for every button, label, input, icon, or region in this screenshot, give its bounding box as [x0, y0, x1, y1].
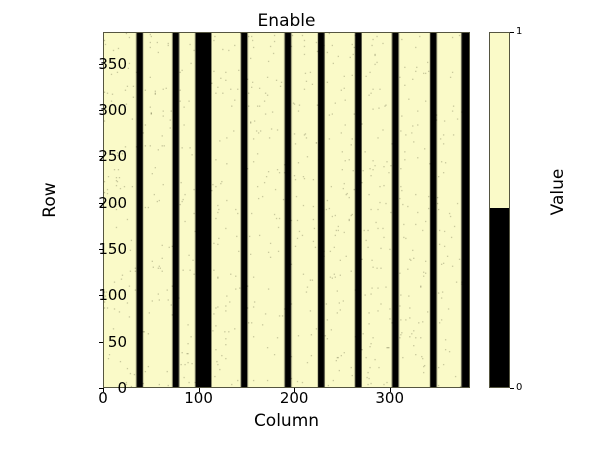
- colorbar-tick-label: 0: [516, 382, 523, 393]
- x-tick-mark: [294, 388, 296, 392]
- y-tick-label: 150: [98, 239, 127, 258]
- y-tick-mark: [99, 202, 103, 204]
- x-tick-label: 300: [375, 389, 405, 407]
- y-tick-label: 250: [98, 147, 127, 166]
- x-axis-label: Column: [253, 411, 320, 431]
- y-tick-mark: [99, 109, 103, 111]
- x-tick-label: 100: [184, 389, 213, 407]
- y-tick-label: 300: [98, 100, 127, 119]
- heatmap-image: [104, 33, 469, 387]
- heatmap-plot-area: [103, 32, 470, 388]
- y-tick-mark: [99, 156, 103, 158]
- y-tick-mark: [99, 295, 103, 297]
- y-tick-label: 0: [117, 379, 127, 397]
- colorbar-low-band: [490, 208, 509, 387]
- x-tick-mark: [389, 388, 391, 392]
- y-tick-label: 200: [98, 193, 127, 212]
- colorbar-label: Value: [548, 168, 568, 216]
- page-title: Enable: [257, 11, 316, 31]
- y-tick-label: 50: [107, 332, 127, 351]
- y-tick-mark: [99, 248, 103, 250]
- y-tick-mark: [99, 341, 103, 343]
- y-tick-label: 350: [98, 54, 127, 73]
- x-tick-mark: [103, 388, 104, 392]
- y-axis-label: Row: [40, 182, 60, 218]
- x-tick-label: 200: [279, 389, 309, 407]
- colorbar: [489, 32, 510, 388]
- colorbar-tick-mark: [510, 388, 514, 389]
- x-tick-mark: [198, 388, 200, 392]
- x-tick-label: 0: [98, 389, 108, 407]
- y-tick-label: 100: [98, 286, 127, 305]
- y-tick-mark: [99, 63, 103, 65]
- colorbar-tick-label: 1: [516, 26, 523, 37]
- colorbar-tick-mark: [510, 32, 514, 33]
- y-tick-mark: [99, 388, 103, 389]
